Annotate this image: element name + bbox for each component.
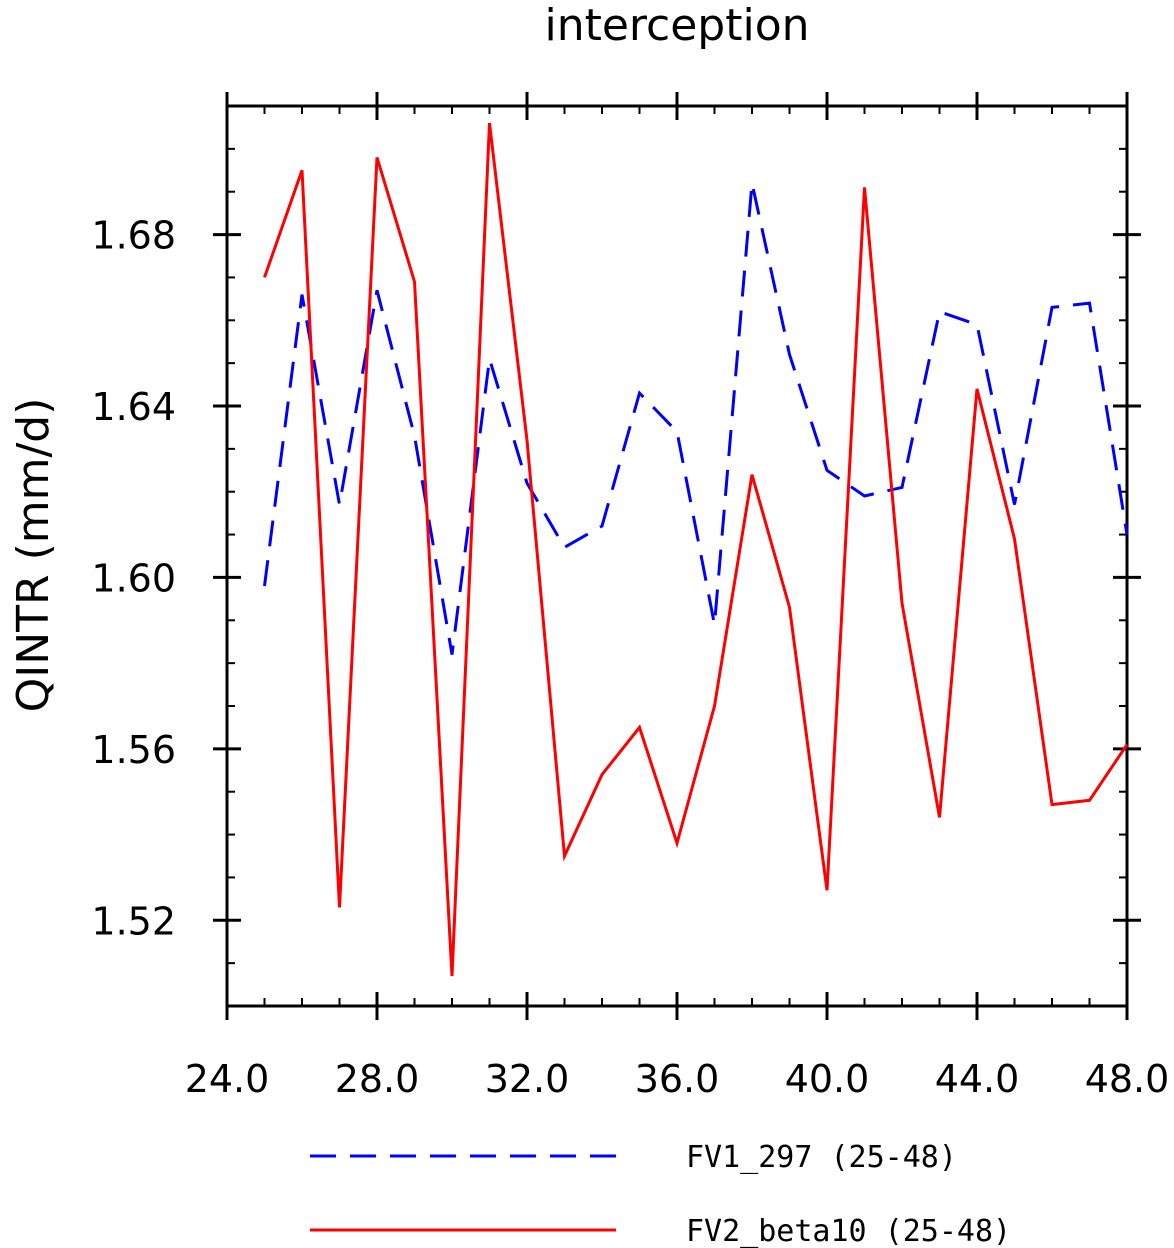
x-tick-label: 40.0 [785, 1057, 870, 1101]
y-tick-label: 1.64 [91, 385, 176, 429]
x-tick-label: 44.0 [935, 1057, 1020, 1101]
chart-title: interception [544, 0, 809, 51]
y-axis-ticks: 1.52 1.56 1.60 1.64 1.68 [91, 214, 1141, 943]
x-tick-label: 24.0 [185, 1057, 270, 1101]
y-tick-label: 1.52 [91, 899, 176, 943]
series-lines [263, 122, 1129, 977]
x-tick-label: 28.0 [335, 1057, 420, 1101]
x-tick-label: 36.0 [635, 1057, 720, 1101]
y-axis-title: QINTR (mm/d) [8, 398, 59, 713]
x-axis-ticks: 24.0 28.0 32.0 36.0 40.0 44.0 48.0 [185, 92, 1170, 1101]
plot-frame [225, 104, 1129, 1008]
legend-label-2: FV2_beta10 (25-48) [686, 1214, 1011, 1248]
plot-border [225, 104, 1129, 1008]
legend-label-1: FV1_297 (25-48) [686, 1140, 957, 1175]
minor-ticks [227, 105, 1127, 1007]
y-tick-label: 1.68 [91, 214, 176, 258]
y-tick-label: 1.56 [91, 728, 176, 772]
x-tick-label: 32.0 [485, 1057, 570, 1101]
legend: FV1_297 (25-48) FV2_beta10 (25-48) [310, 1140, 1011, 1248]
series-line-1 [263, 182, 1129, 655]
series-line-2 [263, 122, 1129, 977]
x-tick-label: 48.0 [1085, 1057, 1170, 1101]
y-tick-label: 1.60 [91, 556, 176, 600]
